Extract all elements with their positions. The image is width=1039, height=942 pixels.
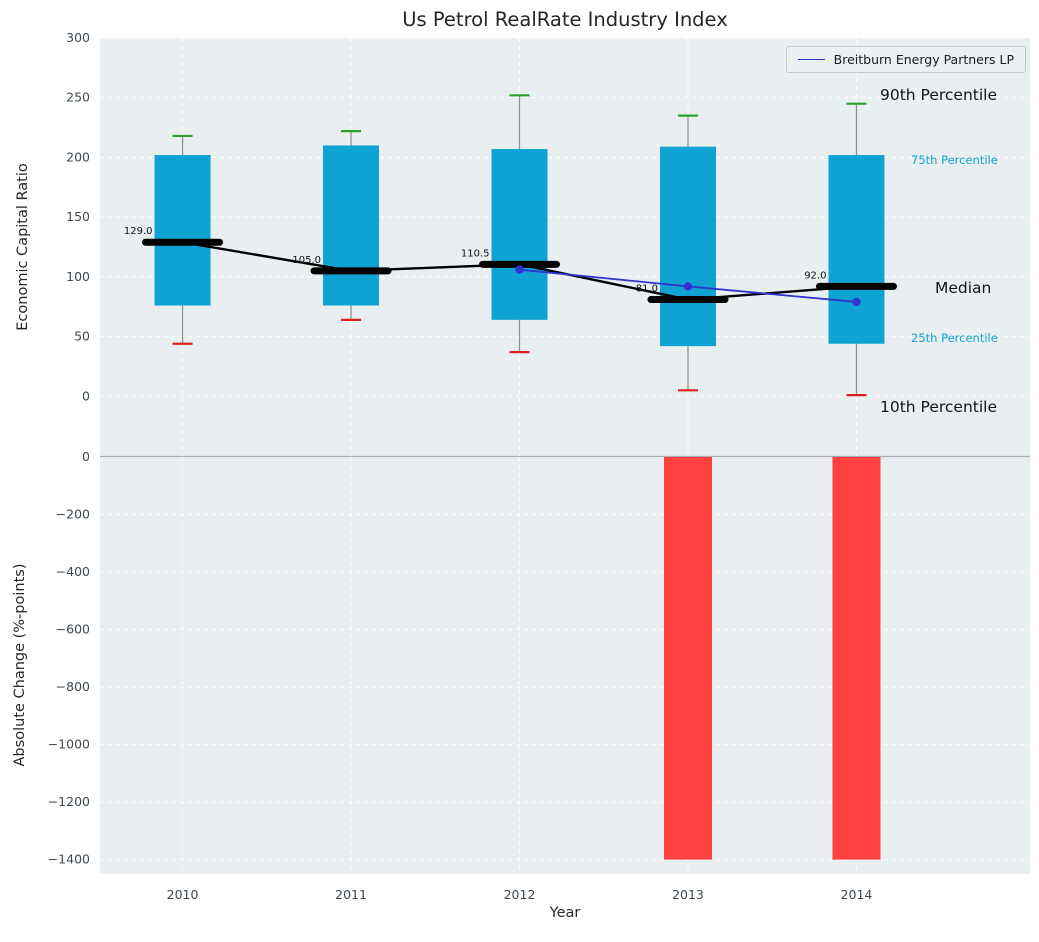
y-tick-label: 150	[66, 209, 90, 224]
legend-label: Breitburn Energy Partners LP	[833, 52, 1014, 67]
negative-change-bar	[832, 457, 881, 860]
median-value-label: 129.0	[124, 226, 153, 237]
top-y-axis-label: Economic Capital Ratio	[15, 163, 31, 331]
negative-change-bar	[663, 457, 712, 860]
legend-line-sample	[797, 59, 825, 60]
annotation-75th-percentile: 75th Percentile	[911, 153, 998, 167]
iqr-box	[659, 146, 716, 347]
y-tick-label: −1200	[48, 794, 90, 809]
x-tick-label: 2012	[504, 887, 536, 902]
y-tick-label: 250	[66, 90, 90, 105]
company-marker	[683, 282, 693, 291]
annotation-90th-percentile: 90th Percentile	[880, 86, 998, 104]
legend: Breitburn Energy Partners LP	[785, 46, 1026, 73]
x-tick-label: 2014	[841, 887, 873, 902]
annotation-median: Median	[935, 279, 992, 297]
y-tick-label: −400	[56, 564, 90, 579]
x-tick-label: 2013	[672, 887, 704, 902]
iqr-box	[491, 149, 548, 320]
bottom-panel-background	[100, 457, 1030, 874]
y-tick-label: −1000	[48, 737, 90, 752]
company-marker	[515, 265, 524, 274]
y-tick-label: 0	[82, 388, 90, 403]
median-value-label: 110.5	[461, 248, 490, 259]
company-marker	[852, 297, 861, 307]
y-tick-label: −800	[56, 679, 90, 694]
y-tick-label: 100	[66, 269, 90, 284]
y-tick-label: 50	[74, 329, 90, 344]
y-tick-label: −600	[56, 622, 90, 637]
median-value-label: 105.0	[292, 255, 321, 266]
median-value-label: 81.0	[636, 284, 658, 295]
iqr-box	[828, 155, 885, 344]
iqr-box	[154, 155, 211, 306]
chart-title: Us Petrol RealRate Industry Index	[402, 8, 728, 31]
bottom-y-axis-label: Absolute Change (%-points)	[12, 563, 28, 767]
y-tick-label: 200	[66, 149, 90, 164]
median-value-label: 92.0	[804, 270, 826, 281]
y-tick-label: 0	[82, 449, 90, 464]
y-tick-label: −1400	[48, 852, 90, 867]
annotation-10th-percentile: 10th Percentile	[880, 398, 998, 416]
y-tick-label: 300	[66, 30, 90, 45]
annotation-25th-percentile: 25th Percentile	[911, 331, 998, 345]
y-tick-label: −200	[56, 507, 90, 522]
iqr-box	[323, 145, 380, 306]
x-tick-label: 2010	[167, 887, 199, 902]
x-tick-label: 2011	[335, 887, 367, 902]
x-axis-label: Year	[549, 905, 581, 921]
